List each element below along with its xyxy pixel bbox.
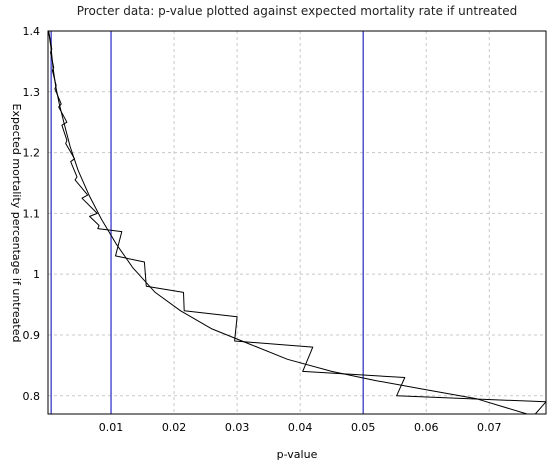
grid-layer <box>48 30 546 414</box>
series-layer <box>48 31 546 414</box>
x-tick-label: 0.03 <box>225 421 250 434</box>
y-tick-label: 1 <box>33 268 40 281</box>
y-tick-label: 1.3 <box>23 86 41 99</box>
series-line-stepped <box>48 31 546 414</box>
y-tick-label: 0.9 <box>23 329 41 342</box>
y-tick-label: 1.2 <box>23 147 41 160</box>
x-tick-labels: 0.01 0.02 0.03 0.04 0.05 0.06 0.07 <box>99 421 502 434</box>
chart-title: Procter data: p-value plotted against ex… <box>77 4 517 18</box>
x-tick-label: 0.06 <box>414 421 439 434</box>
x-tick-label: 0.07 <box>477 421 502 434</box>
y-axis-label: Expected mortality percentage if untreat… <box>10 104 23 343</box>
plot-frame <box>47 30 547 415</box>
series-line-smooth <box>48 31 528 414</box>
y-tick-label: 1.1 <box>23 207 41 220</box>
reference-lines <box>50 31 364 414</box>
x-tick-label: 0.04 <box>288 421 313 434</box>
y-tick-label: 1.4 <box>23 25 41 38</box>
y-tick-labels: 0.8 0.9 1 1.1 1.2 1.3 1.4 <box>23 25 41 403</box>
y-tick-label: 0.8 <box>23 390 41 403</box>
x-axis-label: p-value <box>277 448 318 461</box>
x-tick-label: 0.01 <box>99 421 124 434</box>
x-tick-label: 0.02 <box>162 421 187 434</box>
x-tick-label: 0.05 <box>351 421 376 434</box>
